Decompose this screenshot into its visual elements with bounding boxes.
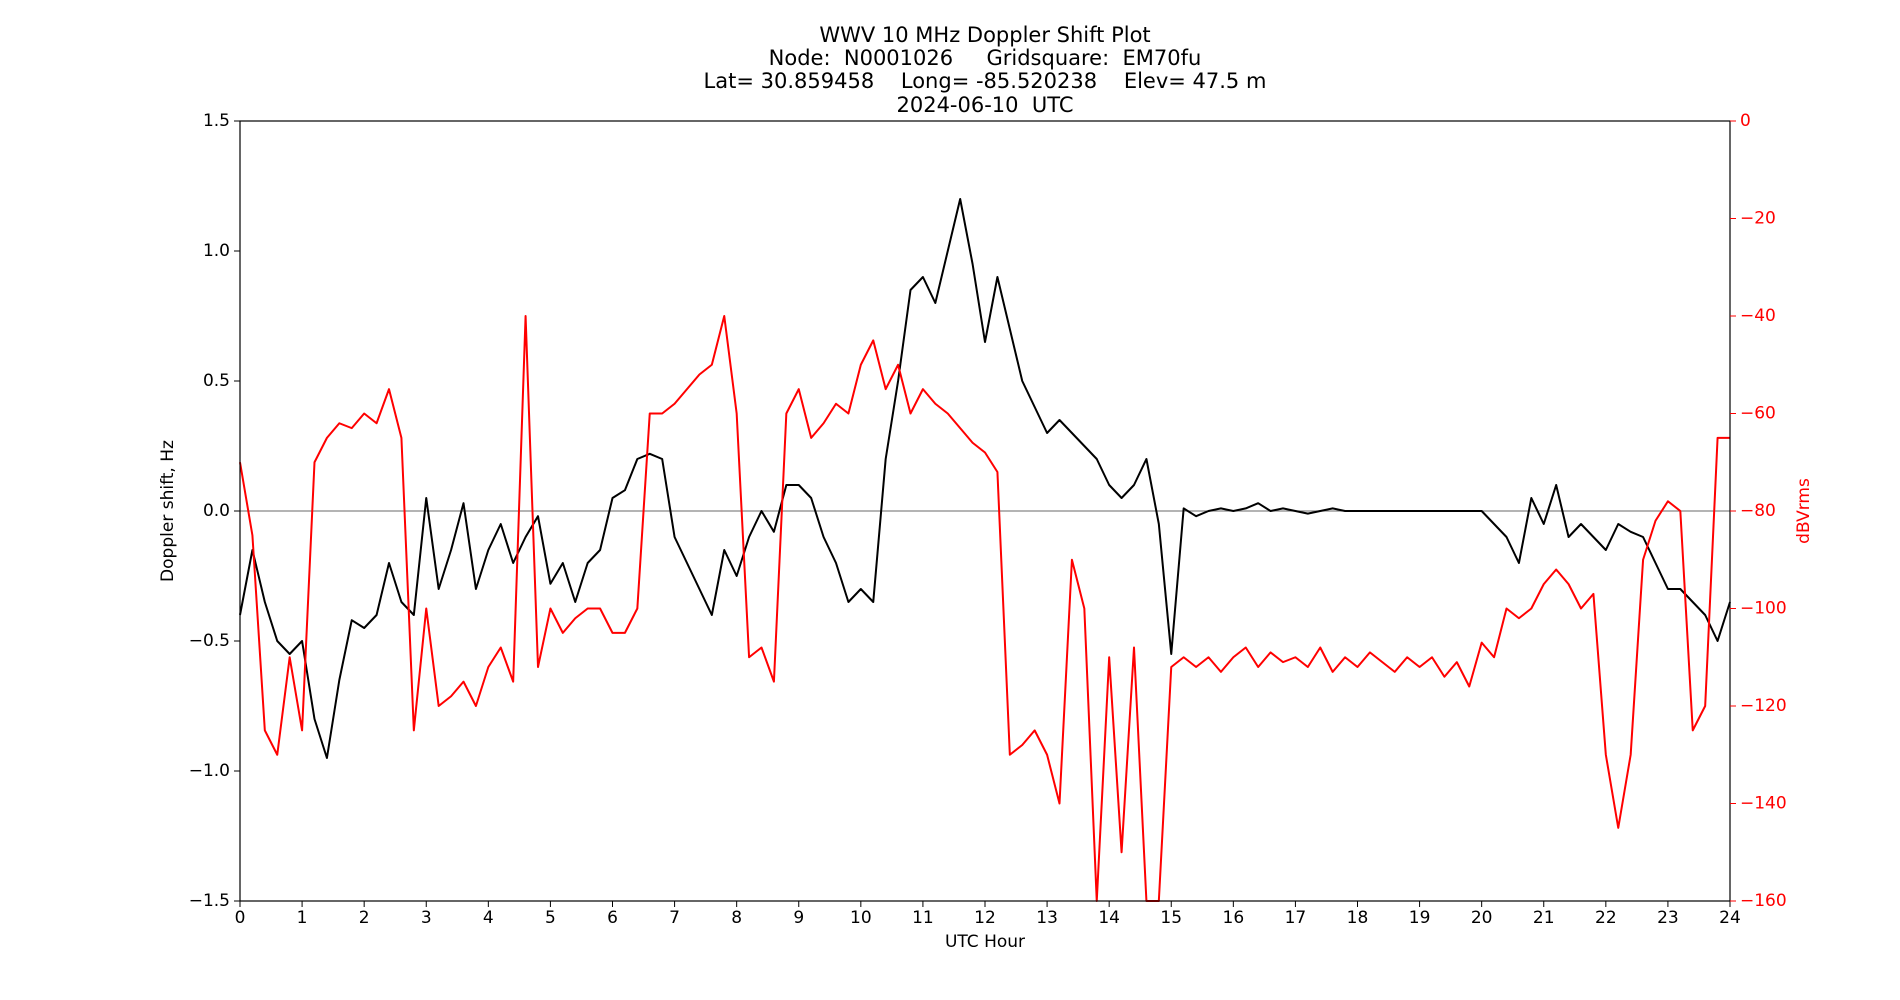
y-tick-label: 1.5	[203, 111, 230, 131]
y2-tick-label: −60	[1740, 404, 1776, 424]
x-tick-label: 15	[1160, 908, 1182, 928]
x-tick-label: 1	[297, 908, 308, 928]
y2-axis-label: dBVrms	[1794, 478, 1814, 544]
y-tick-label: −0.5	[189, 631, 230, 651]
chart-subtitle: Lat= 30.859458 Long= -85.520238 Elev= 47…	[704, 69, 1267, 93]
y-tick-label: 0.5	[203, 371, 230, 391]
x-tick-label: 0	[235, 908, 246, 928]
chart-title: WWV 10 MHz Doppler Shift Plot	[819, 23, 1150, 47]
chart-subtitle: 2024-06-10 UTC	[896, 93, 1073, 117]
x-tick-label: 16	[1223, 908, 1245, 928]
x-tick-label: 11	[912, 908, 934, 928]
y-tick-label: −1.5	[189, 891, 230, 911]
y2-tick-label: −20	[1740, 209, 1776, 229]
x-tick-label: 17	[1285, 908, 1307, 928]
y2-tick-label: −80	[1740, 501, 1776, 521]
x-tick-label: 2	[359, 908, 370, 928]
y2-tick-label: −160	[1740, 891, 1787, 911]
data-line	[239, 315, 1730, 902]
x-tick-label: 10	[850, 908, 872, 928]
y2-tick-label: −100	[1740, 599, 1787, 619]
x-tick-label: 21	[1533, 908, 1555, 928]
x-tick-label: 5	[545, 908, 556, 928]
x-tick-label: 6	[607, 908, 618, 928]
y-tick-label: −1.0	[189, 761, 230, 781]
y2-tick-label: −140	[1740, 794, 1787, 814]
y2-tick-label: −40	[1740, 306, 1776, 326]
x-tick-label: 20	[1471, 908, 1493, 928]
x-tick-label: 3	[421, 908, 432, 928]
data-line	[239, 198, 1731, 759]
x-tick-label: 18	[1347, 908, 1369, 928]
y-axis-label: Doppler shift, Hz	[158, 440, 178, 582]
x-tick-label: 7	[669, 908, 680, 928]
x-tick-label: 9	[793, 908, 804, 928]
chart-subtitle: Node: N0001026 Gridsquare: EM70fu	[769, 46, 1202, 70]
y2-tick-label: −120	[1740, 696, 1787, 716]
y2-tick-label: 0	[1740, 111, 1751, 131]
x-tick-label: 4	[483, 908, 494, 928]
x-tick-label: 13	[1036, 908, 1058, 928]
x-tick-label: 23	[1657, 908, 1679, 928]
x-tick-label: 8	[731, 908, 742, 928]
x-tick-label: 22	[1595, 908, 1617, 928]
x-tick-label: 12	[974, 908, 996, 928]
x-tick-label: 24	[1719, 908, 1741, 928]
x-tick-label: 19	[1409, 908, 1431, 928]
y-tick-label: 1.0	[203, 241, 230, 261]
x-axis-label: UTC Hour	[945, 932, 1025, 952]
y-tick-label: 0.0	[203, 501, 230, 521]
x-tick-label: 14	[1098, 908, 1120, 928]
